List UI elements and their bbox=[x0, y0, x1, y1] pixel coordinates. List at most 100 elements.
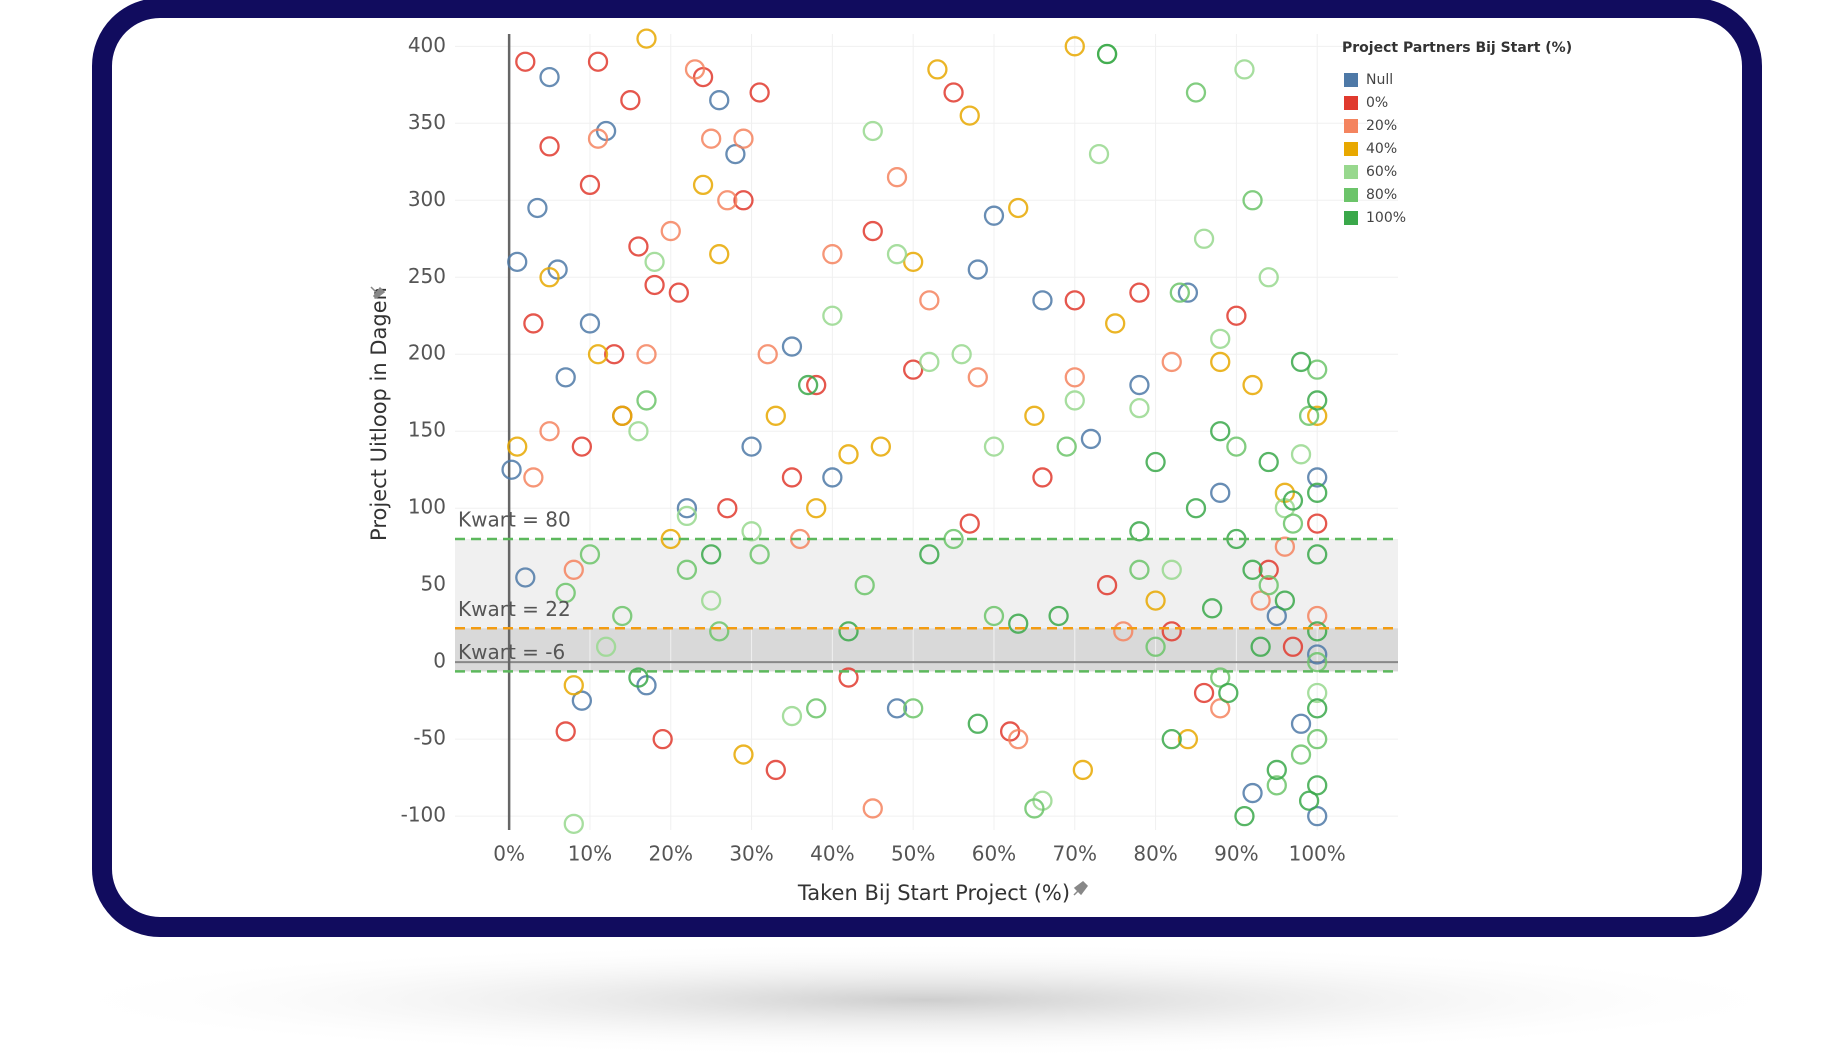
legend-label: 20% bbox=[1366, 118, 1397, 134]
data-point bbox=[1210, 351, 1231, 373]
data-point bbox=[1258, 575, 1279, 596]
data-point bbox=[1307, 405, 1328, 426]
x-tick-label: 10% bbox=[568, 842, 612, 866]
data-point bbox=[797, 374, 819, 396]
data-point bbox=[749, 82, 770, 103]
data-point bbox=[951, 344, 972, 365]
data-point bbox=[1218, 682, 1239, 704]
data-point bbox=[983, 436, 1005, 457]
y-axis-title: Project Uitloop in Dagen bbox=[367, 287, 391, 541]
data-point bbox=[1258, 267, 1279, 288]
data-point bbox=[1210, 328, 1231, 350]
legend-swatch bbox=[1344, 142, 1358, 156]
data-point bbox=[1282, 636, 1304, 657]
data-point bbox=[555, 721, 576, 742]
legend-label: 0% bbox=[1366, 95, 1388, 111]
data-point bbox=[1145, 451, 1166, 473]
data-point bbox=[1210, 667, 1231, 688]
y-tick-label: -50 bbox=[413, 726, 446, 750]
data-point bbox=[862, 120, 883, 142]
data-point bbox=[1210, 482, 1231, 503]
data-point bbox=[1266, 605, 1287, 627]
data-point bbox=[967, 259, 988, 280]
data-point bbox=[822, 244, 843, 265]
data-point bbox=[1242, 374, 1263, 396]
data-point bbox=[1290, 351, 1312, 373]
data-point bbox=[660, 220, 681, 242]
y-tick-label: 250 bbox=[408, 264, 446, 288]
pin-icon bbox=[1073, 881, 1088, 896]
data-point bbox=[636, 28, 657, 49]
data-point bbox=[1096, 575, 1118, 596]
data-point bbox=[1161, 729, 1182, 750]
data-point bbox=[717, 190, 738, 211]
data-point bbox=[927, 59, 948, 80]
data-point bbox=[919, 351, 940, 373]
data-point bbox=[1266, 775, 1287, 796]
data-point bbox=[1024, 405, 1045, 426]
data-point bbox=[919, 544, 940, 565]
data-point bbox=[1282, 513, 1304, 534]
data-point bbox=[563, 675, 584, 696]
data-point bbox=[523, 313, 544, 334]
data-point bbox=[983, 205, 1005, 226]
data-point bbox=[1161, 351, 1182, 373]
data-point bbox=[733, 190, 754, 211]
data-point bbox=[587, 51, 609, 72]
data-point bbox=[903, 359, 924, 380]
data-point bbox=[636, 344, 657, 365]
y-tick-label: 0 bbox=[433, 649, 446, 673]
data-point bbox=[1129, 397, 1150, 419]
data-point bbox=[579, 313, 601, 334]
data-point bbox=[579, 544, 601, 565]
data-point bbox=[838, 621, 859, 642]
data-point bbox=[1210, 698, 1231, 719]
data-point bbox=[1242, 559, 1263, 580]
data-point bbox=[628, 236, 649, 257]
data-point bbox=[1307, 644, 1328, 665]
data-point bbox=[1307, 359, 1328, 380]
data-point bbox=[587, 128, 609, 149]
data-point bbox=[539, 136, 560, 157]
data-point bbox=[1290, 713, 1312, 734]
data-point bbox=[765, 759, 786, 781]
reference-label: Kwart = 80 bbox=[458, 508, 571, 532]
data-point bbox=[1242, 190, 1263, 211]
data-point bbox=[587, 344, 609, 365]
data-point bbox=[959, 105, 980, 126]
legend-label: Null bbox=[1366, 72, 1393, 88]
y-tick-label: 50 bbox=[421, 572, 446, 596]
data-point bbox=[733, 744, 754, 765]
y-tick-label: 400 bbox=[408, 33, 446, 57]
x-tick-label: 30% bbox=[729, 842, 773, 866]
data-point bbox=[1129, 521, 1150, 542]
data-point bbox=[539, 421, 560, 442]
legend-swatch bbox=[1344, 188, 1358, 202]
data-point bbox=[701, 128, 722, 149]
data-point bbox=[919, 290, 940, 311]
data-point bbox=[886, 698, 908, 719]
data-point bbox=[527, 197, 548, 219]
x-tick-label: 50% bbox=[891, 842, 935, 866]
data-point bbox=[1266, 759, 1287, 781]
data-point bbox=[1307, 482, 1328, 503]
data-point bbox=[854, 575, 875, 596]
data-point bbox=[1201, 598, 1223, 619]
data-point bbox=[604, 344, 625, 365]
legend-swatch bbox=[1344, 165, 1358, 179]
data-point bbox=[620, 90, 641, 111]
data-point bbox=[822, 467, 843, 488]
data-point bbox=[1024, 798, 1045, 819]
data-point bbox=[701, 590, 722, 611]
data-point bbox=[571, 436, 593, 457]
data-point bbox=[501, 459, 522, 480]
data-point bbox=[612, 605, 633, 627]
x-axis-title: Taken Bij Start Project (%) bbox=[797, 881, 1070, 905]
data-point bbox=[1048, 605, 1069, 627]
data-point bbox=[1226, 436, 1247, 457]
data-point bbox=[1105, 313, 1126, 334]
data-point bbox=[1258, 559, 1279, 580]
reference-band bbox=[455, 628, 1398, 672]
data-point bbox=[1307, 698, 1328, 719]
